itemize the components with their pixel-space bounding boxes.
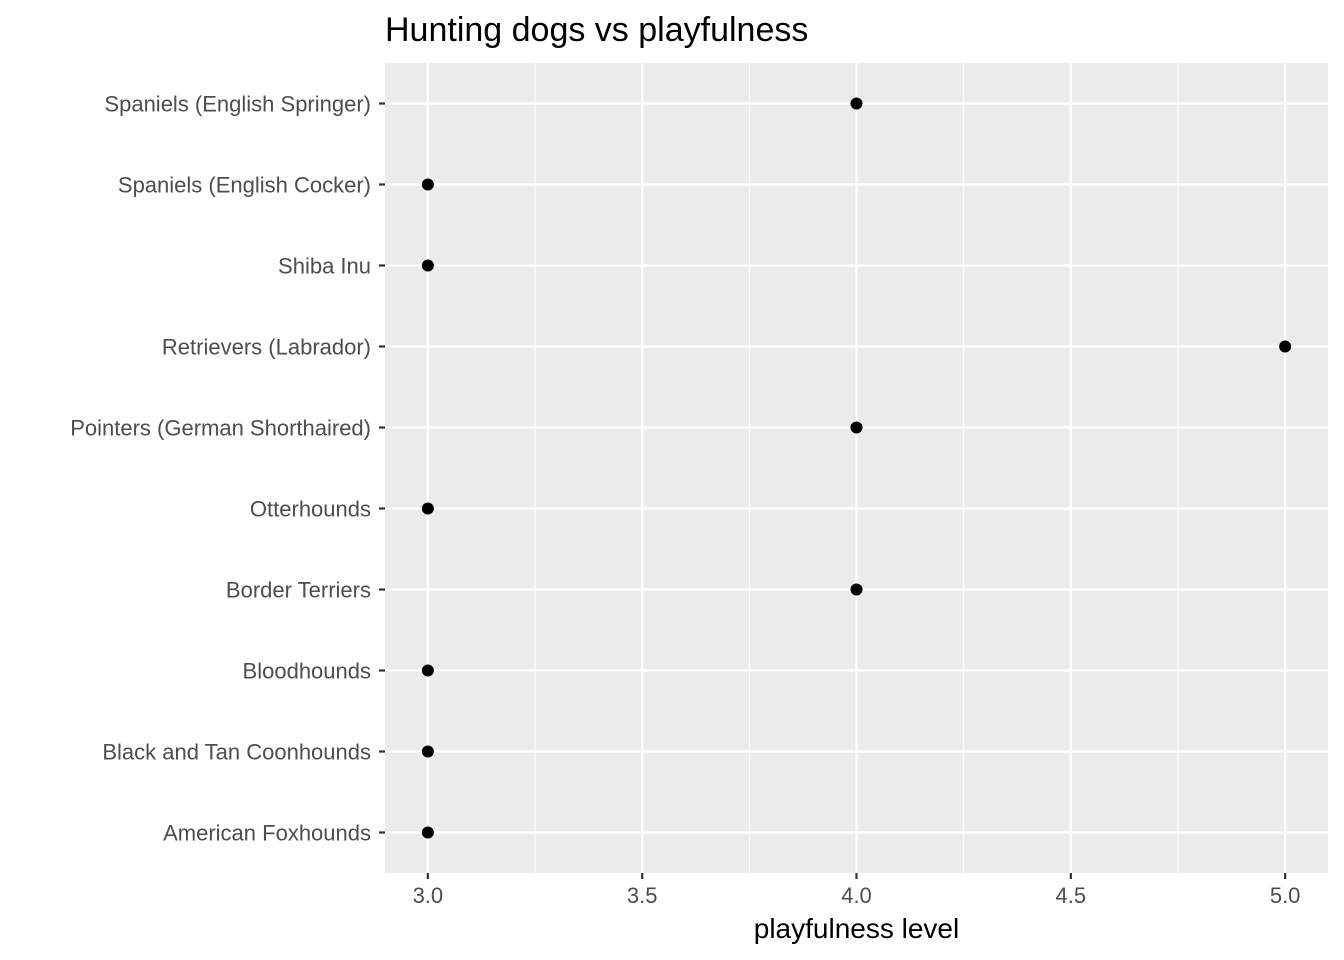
data-point xyxy=(421,745,434,758)
y-tick-label: Spaniels (English Cocker) xyxy=(118,173,371,198)
data-points xyxy=(421,97,1292,839)
y-tick-label: Spaniels (English Springer) xyxy=(104,92,371,117)
x-tick-label: 4.5 xyxy=(1056,883,1087,908)
y-axis-tick-labels: American Foxhounds Black and Tan Coonhoun… xyxy=(70,92,371,846)
data-point xyxy=(421,826,434,839)
data-point xyxy=(1279,340,1292,353)
x-axis-tick-labels: 3.0 3.5 4.0 4.5 5.0 xyxy=(413,883,1301,908)
x-tick-label: 4.0 xyxy=(841,883,872,908)
data-point xyxy=(421,664,434,677)
data-point xyxy=(421,178,434,191)
y-tick-label: Retrievers (Labrador) xyxy=(162,335,371,360)
data-point xyxy=(850,421,863,434)
x-axis-ticks xyxy=(426,873,1287,879)
data-point xyxy=(850,97,863,110)
data-point xyxy=(850,583,863,596)
y-axis-ticks xyxy=(379,102,385,834)
x-tick-label: 3.0 xyxy=(413,883,444,908)
y-tick-label: Border Terriers xyxy=(226,578,371,603)
y-tick-label: Black and Tan Coonhounds xyxy=(102,740,371,765)
data-point xyxy=(421,502,434,515)
y-tick-label: Pointers (German Shorthaired) xyxy=(70,416,371,441)
grid-minor xyxy=(534,63,1179,873)
chart-title: Hunting dogs vs playfulness xyxy=(385,11,808,49)
x-tick-label: 5.0 xyxy=(1270,883,1301,908)
y-tick-label: Bloodhounds xyxy=(243,659,371,684)
y-tick-label: American Foxhounds xyxy=(163,821,371,846)
data-point xyxy=(421,259,434,272)
x-axis-title: playfulness level xyxy=(754,913,959,944)
x-tick-label: 3.5 xyxy=(627,883,658,908)
y-tick-label: Otterhounds xyxy=(250,497,371,522)
y-tick-label: Shiba Inu xyxy=(278,254,371,279)
